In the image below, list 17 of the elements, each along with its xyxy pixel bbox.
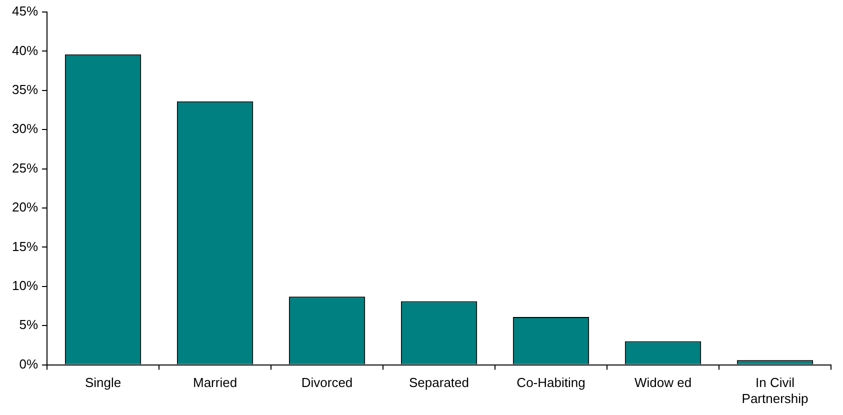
- y-tick-label: 30%: [12, 121, 38, 136]
- y-tick-label: 5%: [19, 317, 38, 332]
- x-tick-label: Separated: [409, 375, 470, 390]
- x-tick-label: Married: [192, 375, 238, 390]
- y-tick-label: 0%: [19, 356, 38, 372]
- x-tick-label: Co-Habiting: [516, 375, 586, 390]
- x-tick-label: In Civil Partnership: [742, 375, 808, 406]
- y-tick-label: 10%: [12, 278, 38, 293]
- y-tick-label: 35%: [12, 82, 38, 97]
- x-tick-label: Single: [84, 375, 122, 390]
- x-tick-label: Widow ed: [634, 375, 692, 390]
- x-tick-label: Divorced: [301, 375, 353, 390]
- y-tick-label: 40%: [12, 42, 38, 58]
- y-tick-label: 15%: [12, 238, 38, 254]
- y-tick-label: 45%: [12, 4, 38, 19]
- y-tick-label: 25%: [12, 160, 38, 176]
- y-tick-label: 20%: [12, 200, 38, 215]
